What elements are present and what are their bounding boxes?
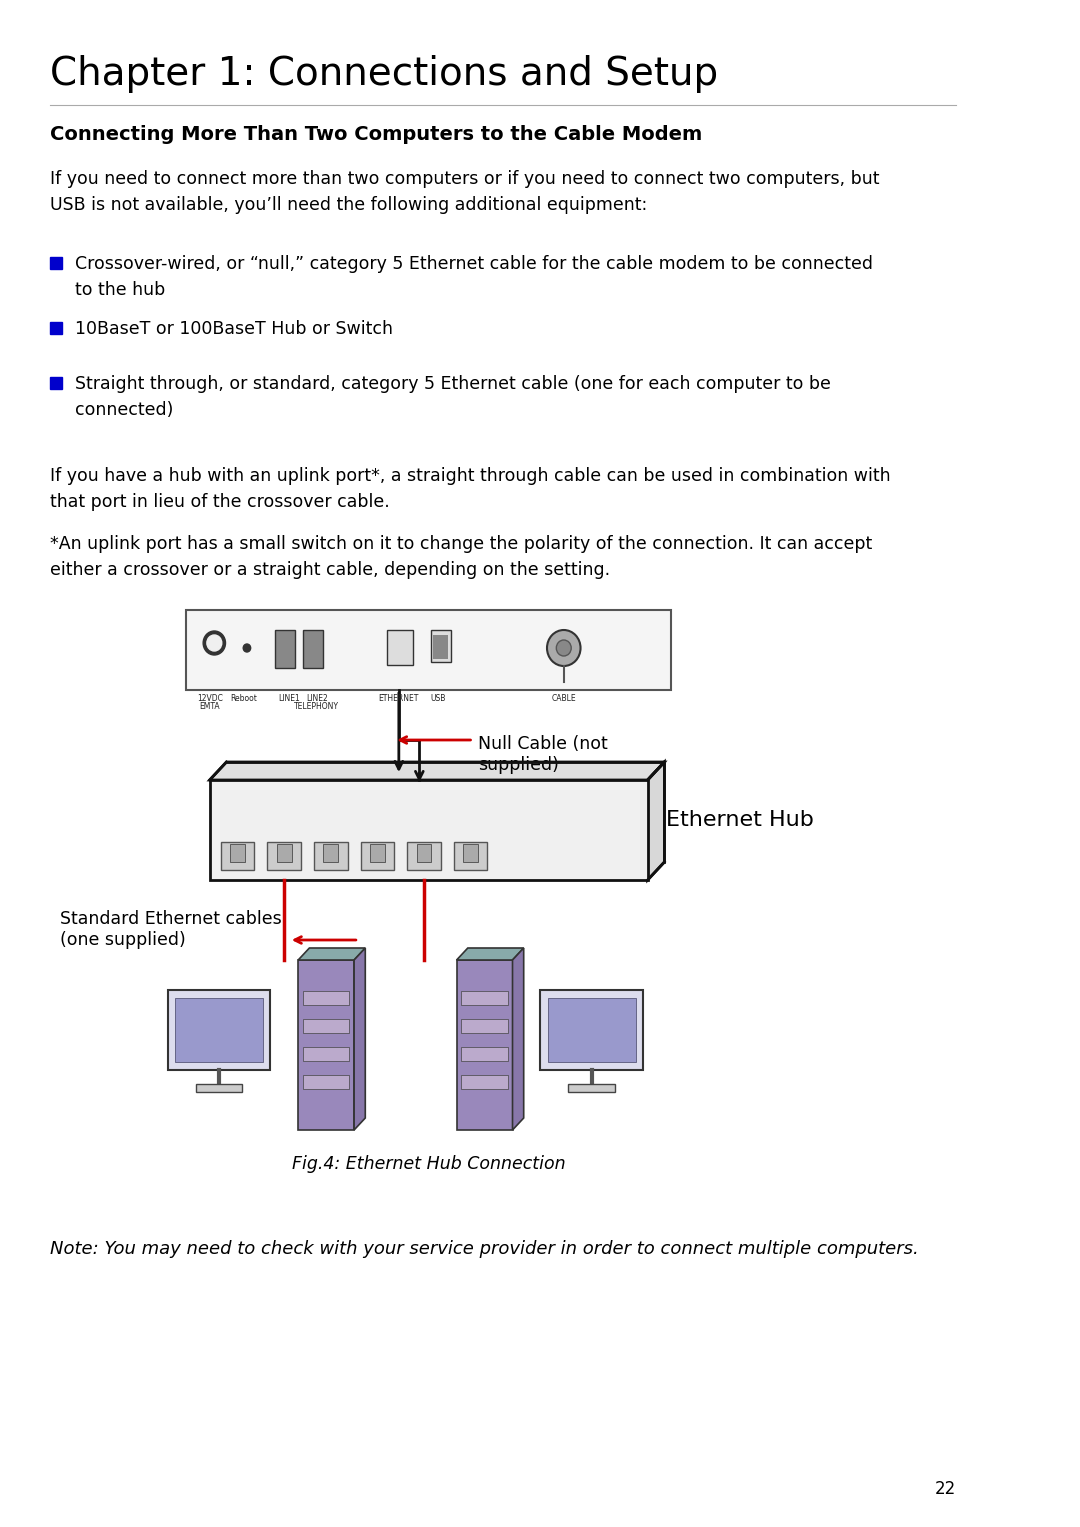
Bar: [276, 844, 292, 863]
Bar: [275, 631, 296, 667]
Bar: [461, 1075, 508, 1089]
Text: If you need to connect more than two computers or if you need to connect two com: If you need to connect more than two com…: [51, 169, 880, 214]
Bar: [548, 999, 635, 1061]
Bar: [298, 960, 354, 1130]
Bar: [51, 322, 62, 334]
Bar: [417, 844, 431, 863]
Bar: [463, 844, 478, 863]
Text: If you have a hub with an uplink port*, a straight through cable can be used in : If you have a hub with an uplink port*, …: [51, 467, 891, 512]
Polygon shape: [354, 948, 365, 1130]
Text: EMTA: EMTA: [200, 702, 220, 712]
Polygon shape: [513, 948, 524, 1130]
Bar: [302, 1075, 350, 1089]
Text: Fig.4: Ethernet Hub Connection: Fig.4: Ethernet Hub Connection: [292, 1154, 566, 1173]
Text: 12VDC: 12VDC: [197, 693, 222, 702]
Bar: [230, 844, 245, 863]
Bar: [370, 844, 384, 863]
Bar: [387, 631, 413, 664]
Polygon shape: [648, 762, 664, 880]
Bar: [302, 1019, 350, 1032]
Text: LINE2: LINE2: [306, 693, 327, 702]
Bar: [187, 609, 671, 690]
Circle shape: [207, 635, 221, 651]
Bar: [540, 989, 643, 1070]
Bar: [433, 635, 448, 660]
Bar: [461, 991, 508, 1005]
Bar: [461, 1048, 508, 1061]
Bar: [457, 960, 513, 1130]
Bar: [323, 844, 338, 863]
Circle shape: [243, 644, 251, 652]
Text: TELEPHONY: TELEPHONY: [295, 702, 339, 712]
Bar: [220, 841, 255, 870]
Polygon shape: [210, 762, 664, 780]
Circle shape: [546, 631, 581, 666]
Bar: [302, 631, 323, 667]
Bar: [302, 1048, 350, 1061]
Text: ETHERNET: ETHERNET: [379, 693, 419, 702]
Text: Null Cable (not
supplied): Null Cable (not supplied): [478, 734, 608, 774]
Text: USB: USB: [430, 693, 446, 702]
Bar: [268, 841, 301, 870]
Bar: [210, 780, 648, 880]
Text: *An uplink port has a small switch on it to change the polarity of the connectio: *An uplink port has a small switch on it…: [51, 534, 873, 579]
Circle shape: [556, 640, 571, 657]
Text: 22: 22: [935, 1480, 956, 1498]
Bar: [407, 841, 441, 870]
Bar: [51, 257, 62, 269]
Text: Standard Ethernet cables
(one supplied): Standard Ethernet cables (one supplied): [59, 910, 282, 948]
Bar: [195, 1084, 242, 1092]
Text: Reboot: Reboot: [231, 693, 258, 702]
Text: Straight through, or standard, category 5 Ethernet cable (one for each computer : Straight through, or standard, category …: [75, 376, 831, 420]
Bar: [361, 841, 394, 870]
Text: LINE1: LINE1: [278, 693, 300, 702]
Text: CABLE: CABLE: [552, 693, 576, 702]
Text: Ethernet Hub: Ethernet Hub: [666, 809, 814, 831]
Polygon shape: [298, 948, 365, 960]
Polygon shape: [457, 948, 524, 960]
Bar: [51, 377, 62, 389]
Text: Chapter 1: Connections and Setup: Chapter 1: Connections and Setup: [51, 55, 718, 93]
Text: Note: You may need to check with your service provider in order to connect multi: Note: You may need to check with your se…: [51, 1240, 919, 1258]
Bar: [314, 841, 348, 870]
Bar: [461, 1019, 508, 1032]
Bar: [175, 999, 262, 1061]
Bar: [568, 1084, 615, 1092]
Text: Connecting More Than Two Computers to the Cable Modem: Connecting More Than Two Computers to th…: [51, 125, 703, 144]
Text: 10BaseT or 100BaseT Hub or Switch: 10BaseT or 100BaseT Hub or Switch: [75, 321, 392, 337]
Circle shape: [203, 631, 226, 655]
Bar: [454, 841, 487, 870]
Text: Crossover-wired, or “null,” category 5 Ethernet cable for the cable modem to be : Crossover-wired, or “null,” category 5 E…: [75, 255, 873, 299]
Bar: [302, 991, 350, 1005]
Bar: [167, 989, 270, 1070]
Bar: [431, 631, 451, 663]
